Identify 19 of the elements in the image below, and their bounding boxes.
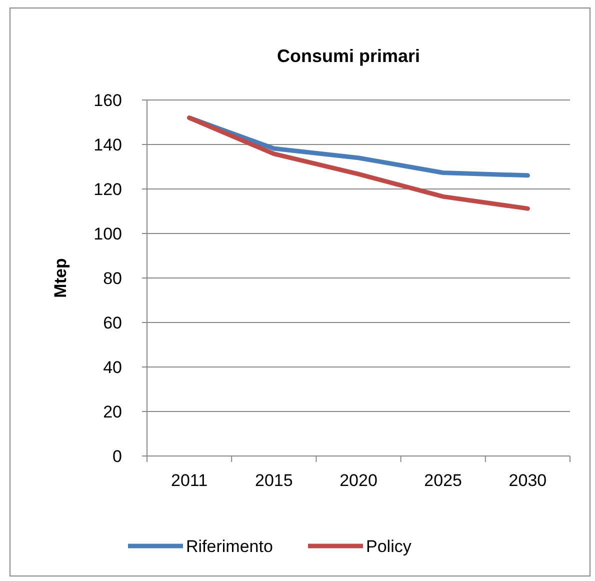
y-tick-label: 0 [112, 446, 122, 466]
legend-label: Policy [366, 536, 412, 556]
y-tick-label: 60 [103, 313, 122, 332]
y-tick-label: 140 [94, 135, 122, 154]
y-tick-label: 160 [94, 90, 122, 110]
x-tick-label: 2011 [171, 471, 208, 490]
chart-title: Consumi primari [276, 46, 420, 66]
legend-label: Riferimento [186, 536, 273, 556]
x-tick-label: 2015 [254, 471, 293, 490]
x-tick-label: 2020 [340, 471, 378, 490]
x-tick-label: 2025 [424, 471, 462, 490]
y-tick-label: 40 [103, 358, 122, 377]
y-tick-label: 120 [94, 180, 122, 199]
line-series [187, 116, 530, 211]
y-tick-label: 80 [103, 268, 122, 288]
x-tick-label: 2030 [508, 471, 547, 490]
y-axis-title: Mtep [51, 258, 70, 298]
y-tick-label: 20 [103, 402, 122, 422]
y-tick-label: 100 [94, 224, 122, 244]
